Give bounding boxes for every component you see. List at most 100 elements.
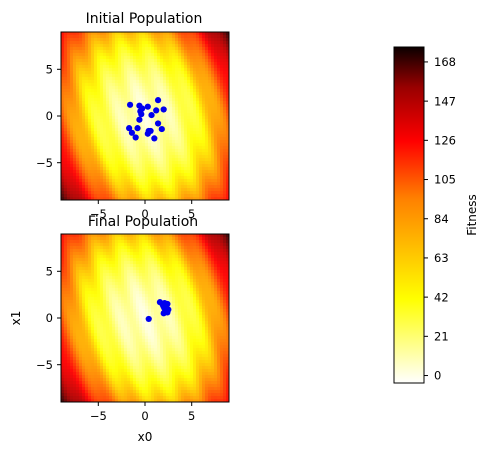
- heatmap-cell: [85, 32, 89, 36]
- heatmap-cell: [220, 179, 224, 183]
- heatmap-cell: [199, 176, 203, 180]
- heatmap-cell: [121, 128, 125, 132]
- heatmap-cell: [100, 351, 104, 355]
- heatmap-cell: [85, 393, 89, 397]
- heatmap-cell: [64, 396, 68, 400]
- heatmap-cell: [106, 318, 110, 322]
- heatmap-cell: [145, 119, 149, 123]
- heatmap-cell: [79, 270, 83, 274]
- heatmap-cell: [103, 113, 107, 117]
- heatmap-cell: [130, 384, 134, 388]
- heatmap-cell: [100, 101, 104, 105]
- heatmap-cell: [139, 158, 143, 162]
- heatmap-cell: [169, 71, 173, 75]
- heatmap-cell: [76, 339, 80, 343]
- heatmap-cell: [94, 149, 98, 153]
- heatmap-cell: [112, 188, 116, 192]
- heatmap-cell: [91, 137, 95, 141]
- heatmap-cell: [85, 164, 89, 168]
- heatmap-cell: [67, 188, 71, 192]
- heatmap-cell: [61, 38, 65, 42]
- heatmap-cell: [211, 50, 215, 54]
- heatmap-cell: [148, 155, 152, 159]
- heatmap-cell: [73, 336, 77, 340]
- heatmap-cell: [145, 155, 149, 159]
- heatmap-cell: [226, 80, 230, 84]
- heatmap-cell: [148, 182, 152, 186]
- heatmap-cell: [130, 387, 134, 391]
- heatmap-cell: [67, 149, 71, 153]
- heatmap-cell: [148, 264, 152, 268]
- heatmap-cell: [61, 393, 65, 397]
- heatmap-cell: [121, 300, 125, 304]
- heatmap-cell: [154, 59, 158, 63]
- heatmap-cell: [202, 191, 206, 195]
- heatmap-cell: [148, 86, 152, 90]
- heatmap-cell: [178, 179, 182, 183]
- heatmap-cell: [115, 321, 119, 325]
- heatmap-cell: [67, 155, 71, 159]
- heatmap-cell: [226, 71, 230, 75]
- heatmap-cell: [148, 387, 152, 391]
- heatmap-cell: [139, 92, 143, 96]
- heatmap-cell: [187, 137, 191, 141]
- heatmap-cell: [136, 345, 140, 349]
- heatmap-cell: [103, 98, 107, 102]
- heatmap-cell: [88, 110, 92, 114]
- heatmap-cell: [106, 116, 110, 120]
- heatmap-cell: [67, 324, 71, 328]
- heatmap-cell: [154, 116, 158, 120]
- heatmap-cell: [208, 56, 212, 60]
- heatmap-cell: [145, 399, 149, 403]
- heatmap-cell: [130, 276, 134, 280]
- heatmap-cell: [178, 101, 182, 105]
- heatmap-cell: [145, 303, 149, 307]
- heatmap-cell: [121, 83, 125, 87]
- heatmap-cell: [61, 357, 65, 361]
- heatmap-cell: [124, 131, 128, 135]
- heatmap-cell: [175, 56, 179, 60]
- heatmap-cell: [82, 128, 86, 132]
- heatmap-cell: [190, 92, 194, 96]
- heatmap-cell: [70, 176, 74, 180]
- heatmap-cell: [112, 234, 116, 238]
- heatmap-cell: [196, 161, 200, 165]
- heatmap-cell: [61, 330, 65, 334]
- heatmap-cell: [133, 399, 137, 403]
- heatmap-cell: [106, 393, 110, 397]
- heatmap-cell: [205, 131, 209, 135]
- heatmap-cell: [181, 119, 185, 123]
- heatmap-cell: [64, 110, 68, 114]
- heatmap-cell: [220, 101, 224, 105]
- heatmap-cell: [184, 98, 188, 102]
- heatmap-cell: [64, 170, 68, 174]
- heatmap-cell: [205, 119, 209, 123]
- heatmap-cell: [124, 303, 128, 307]
- heatmap-cell: [166, 176, 170, 180]
- heatmap-cell: [64, 68, 68, 72]
- heatmap-cell: [94, 387, 98, 391]
- heatmap-cell: [64, 354, 68, 358]
- heatmap-cell: [94, 279, 98, 283]
- heatmap-cell: [130, 170, 134, 174]
- heatmap-cell: [64, 300, 68, 304]
- heatmap-cell: [61, 110, 65, 114]
- heatmap-cell: [169, 185, 173, 189]
- heatmap-cell: [109, 306, 113, 310]
- heatmap-cell: [118, 59, 122, 63]
- heatmap-cell: [103, 56, 107, 60]
- heatmap-cell: [70, 53, 74, 57]
- heatmap-cell: [136, 333, 140, 337]
- heatmap-cell: [118, 56, 122, 60]
- heatmap-cell: [178, 128, 182, 132]
- heatmap-cell: [136, 77, 140, 81]
- heatmap-cell: [130, 74, 134, 78]
- heatmap-cell: [112, 59, 116, 63]
- heatmap-cell: [205, 176, 209, 180]
- heatmap-cell: [172, 185, 176, 189]
- heatmap-cell: [61, 92, 65, 96]
- heatmap-cell: [109, 312, 113, 316]
- heatmap-cell: [154, 143, 158, 147]
- heatmap-cell: [82, 104, 86, 108]
